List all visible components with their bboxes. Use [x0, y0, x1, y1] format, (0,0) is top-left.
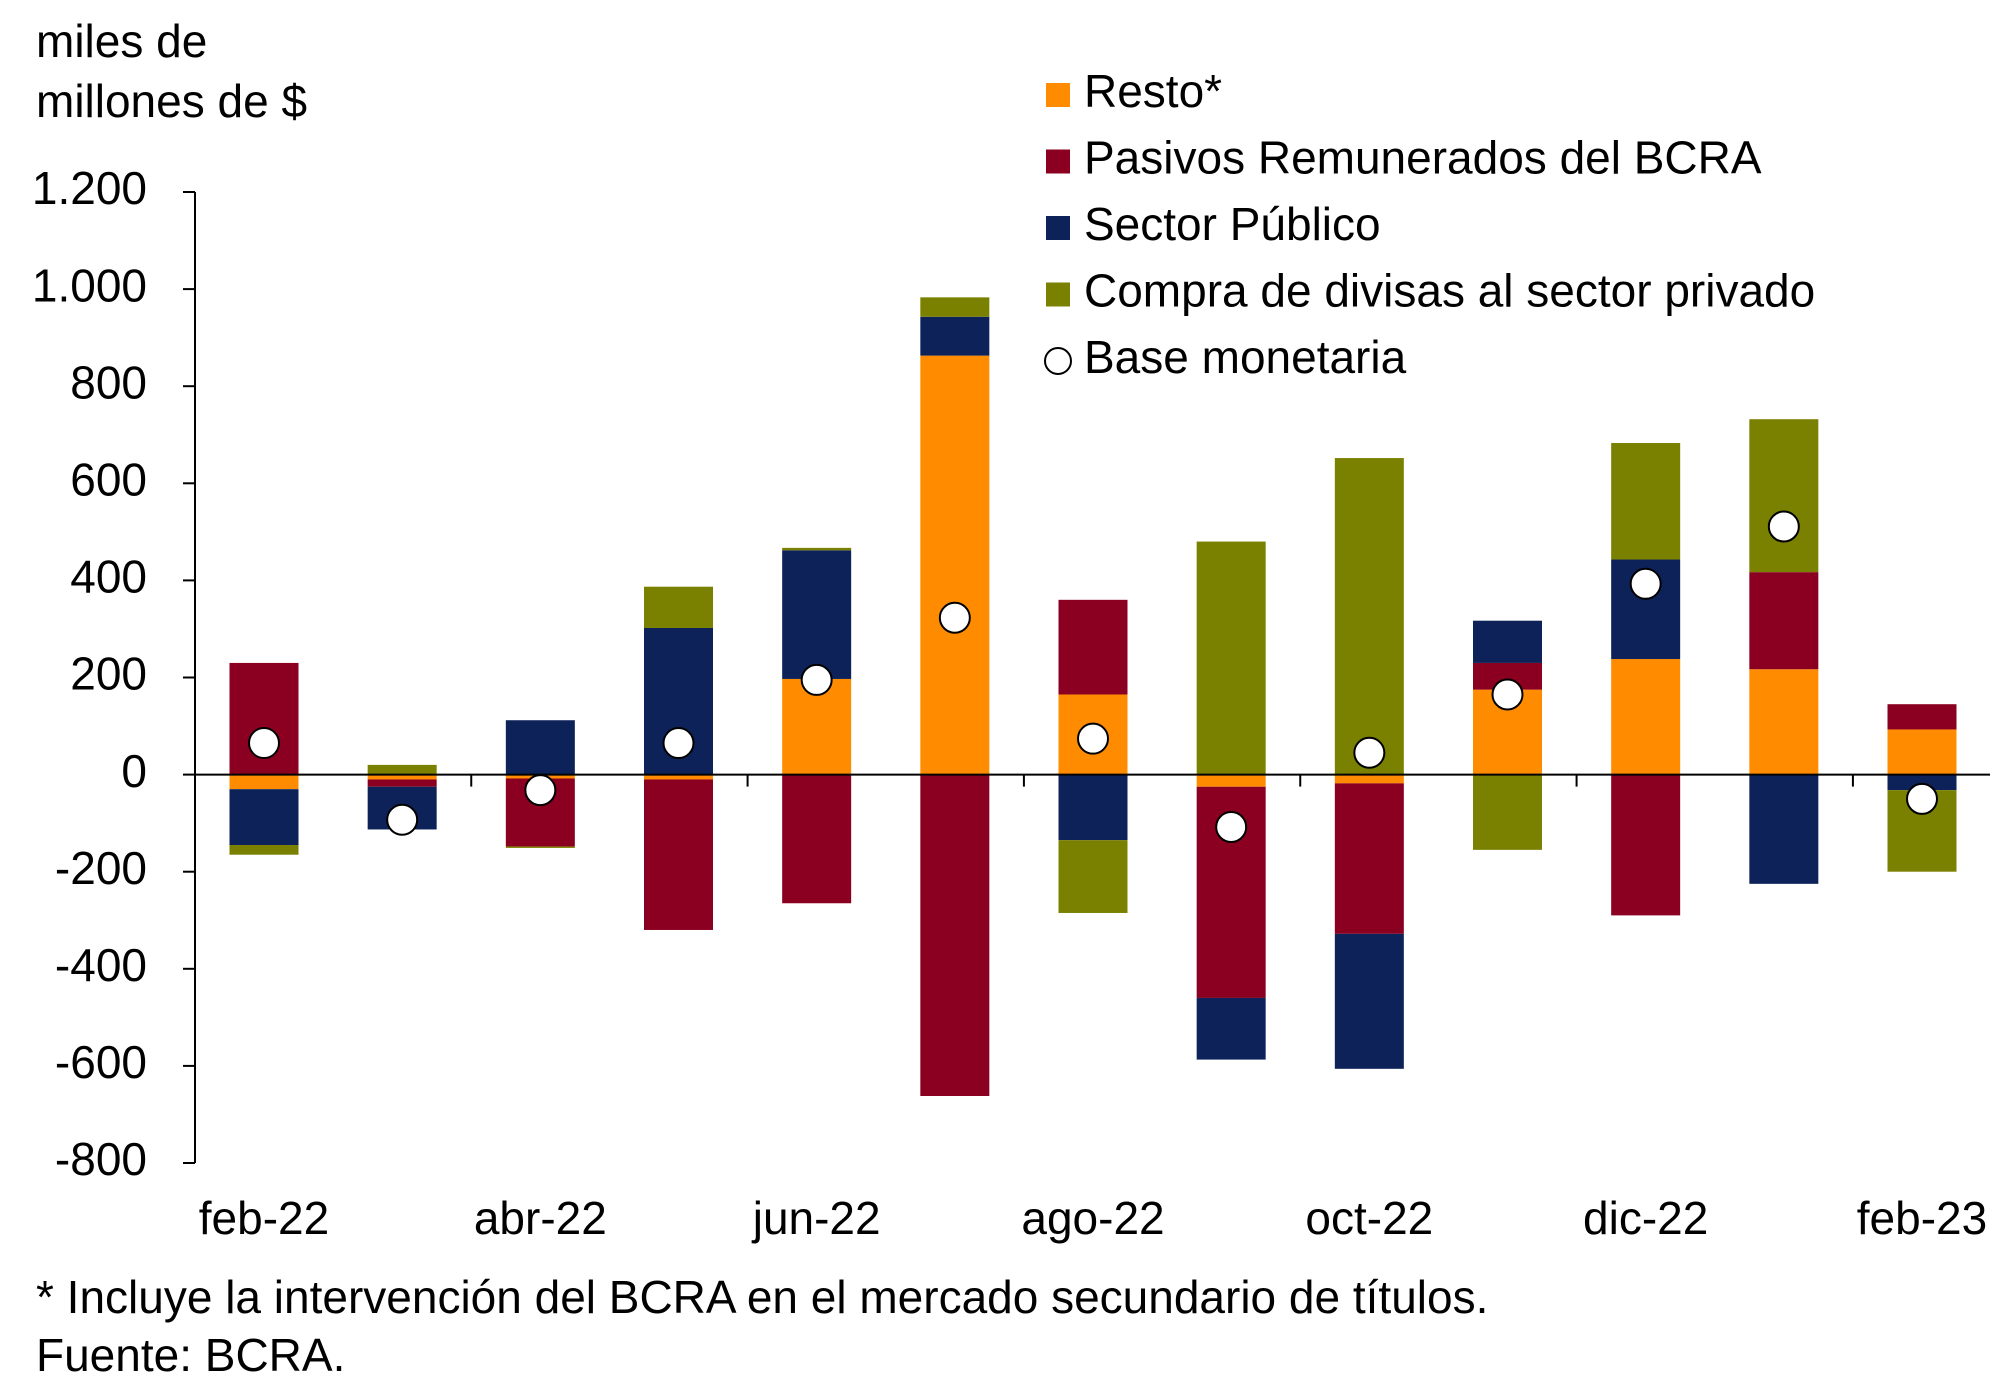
- bar-segment: [1334, 774, 1404, 784]
- marker: [1767, 510, 1800, 543]
- bar-segment: [782, 774, 852, 904]
- y-tick-label: 600: [70, 453, 147, 505]
- y-tick-label: 200: [70, 648, 147, 700]
- bar-segment: [782, 550, 852, 679]
- bar-segment: [644, 779, 713, 930]
- x-tick-label: feb-23: [1857, 1192, 1987, 1244]
- x-tick-label: oct-22: [1305, 1192, 1433, 1244]
- bar-segment: [1611, 443, 1681, 560]
- bar-segment: [1196, 997, 1266, 1060]
- x-tick-label: jun-22: [751, 1192, 881, 1244]
- bar-segment: [1196, 541, 1266, 775]
- y-axis-label: millones de $: [36, 75, 307, 127]
- bar-segment: [1058, 774, 1128, 841]
- source-note: Fuente: BCRA.: [36, 1329, 345, 1381]
- y-tick-label: -600: [55, 1036, 147, 1088]
- bar-segment: [920, 297, 990, 317]
- bar-segment: [1611, 774, 1681, 916]
- y-tick-label: 400: [70, 551, 147, 603]
- bar-segment: [1058, 840, 1128, 913]
- marker: [1629, 567, 1662, 600]
- bar-segment: [1749, 774, 1819, 884]
- marker: [938, 601, 971, 634]
- legend-label: Base monetaria: [1084, 331, 1407, 383]
- legend-swatch: [1046, 282, 1070, 307]
- bar-segment: [1749, 669, 1819, 775]
- legend-label: Pasivos Remunerados del BCRA: [1084, 132, 1762, 184]
- bar-segment: [1887, 729, 1957, 775]
- bar-segment: [1473, 620, 1542, 663]
- marker: [662, 727, 695, 760]
- y-tick-label: 1.200: [32, 162, 147, 214]
- bar-segment: [505, 720, 575, 775]
- bar-segment: [367, 774, 437, 780]
- marker: [1077, 722, 1109, 755]
- y-tick-label: -400: [55, 939, 147, 991]
- bar-segment: [644, 774, 713, 780]
- legend-swatch: [1046, 149, 1070, 174]
- legend-swatch: [1046, 216, 1070, 240]
- bar-segment: [1196, 774, 1266, 787]
- bar-segment: [920, 316, 990, 356]
- bar-segment: [229, 789, 299, 845]
- legend-marker: [1044, 347, 1072, 375]
- bar-segment: [229, 844, 299, 855]
- bar-segment: [1749, 419, 1819, 573]
- bar-segment: [1473, 774, 1542, 850]
- bar-segment: [505, 846, 575, 848]
- legend-label: Resto*: [1084, 65, 1222, 117]
- bar-segment: [1334, 933, 1404, 1069]
- bar-segment: [1887, 774, 1957, 791]
- bar-segment: [367, 764, 437, 775]
- bar-segment: [644, 586, 713, 628]
- bar-segment: [1749, 572, 1819, 670]
- x-tick-label: abr-22: [474, 1192, 607, 1244]
- bar-segment: [782, 547, 852, 551]
- bar-segment: [1334, 458, 1404, 775]
- legend-label: Sector Público: [1084, 198, 1381, 250]
- bar-segment: [1887, 704, 1957, 730]
- marker: [386, 803, 419, 836]
- bar-segment: [1611, 659, 1681, 775]
- marker: [1491, 678, 1524, 711]
- bar-segment: [367, 779, 437, 787]
- y-tick-label: 1.000: [32, 259, 147, 311]
- y-tick-label: 0: [121, 745, 147, 797]
- marker: [800, 663, 833, 696]
- y-axis-label: miles de: [36, 15, 207, 67]
- marker: [248, 727, 280, 760]
- marker: [1353, 736, 1386, 769]
- y-tick-label: -200: [55, 842, 147, 894]
- marker: [524, 774, 557, 807]
- bar-segment: [1334, 783, 1404, 934]
- bar-segment: [1058, 599, 1128, 695]
- footnote: * Incluye la intervención del BCRA en el…: [36, 1271, 1488, 1323]
- y-tick-label: -800: [55, 1133, 147, 1185]
- bar-segment: [229, 774, 299, 790]
- legend-swatch: [1046, 83, 1070, 107]
- y-tick-label: 800: [70, 356, 147, 408]
- marker: [1906, 782, 1938, 815]
- x-tick-label: dic-22: [1583, 1192, 1708, 1244]
- marker: [1215, 811, 1248, 844]
- bar-segment: [920, 774, 990, 1097]
- legend-label: Compra de divisas al sector privado: [1084, 265, 1815, 317]
- bar-segment: [920, 355, 990, 775]
- x-tick-label: feb-22: [199, 1192, 329, 1244]
- x-tick-label: ago-22: [1021, 1192, 1164, 1244]
